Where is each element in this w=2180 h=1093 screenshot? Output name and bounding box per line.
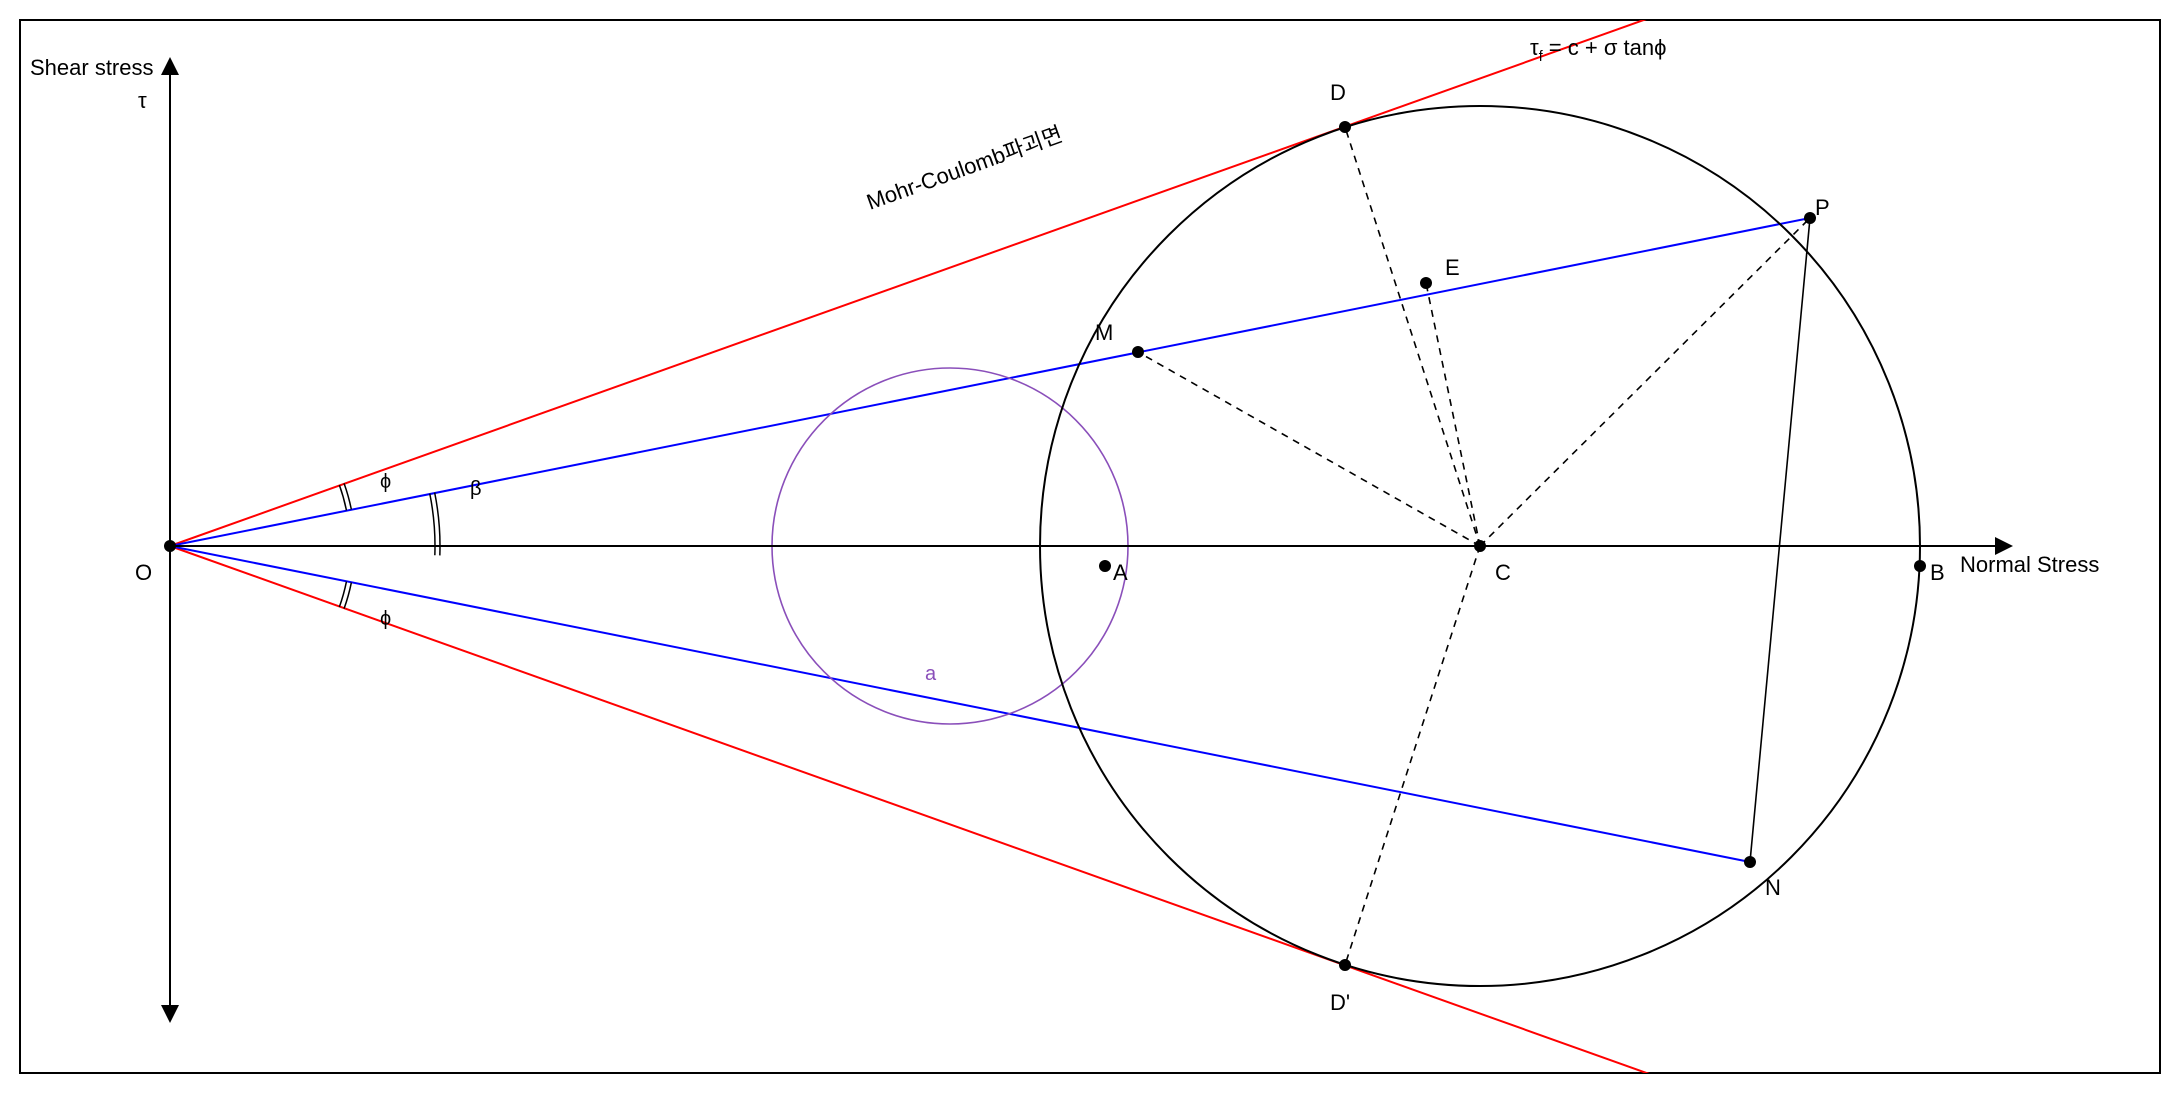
y-axis-symbol-label: τ: [138, 88, 147, 113]
point-M: [1132, 346, 1144, 358]
point-D: [1339, 121, 1351, 133]
point-label-N: N: [1765, 875, 1781, 900]
construction-line-C-M: [1138, 352, 1480, 546]
point-E: [1420, 277, 1432, 289]
construction-line-C-E: [1426, 283, 1480, 546]
x-axis-title-label: Normal Stress: [1960, 552, 2099, 577]
point-label-C: C: [1495, 560, 1511, 585]
diagram-canvas: Shear stress τ Normal Stress τf = c + σ tan…: [0, 0, 2180, 1093]
y-axis-title-label: Shear stress: [30, 55, 154, 80]
point-label-P: P: [1815, 195, 1830, 220]
point-label-B: B: [1930, 560, 1945, 585]
point-label-E: E: [1445, 255, 1460, 280]
point-label-M: M: [1095, 320, 1113, 345]
mohr-coulomb-diagram: Shear stress τ Normal Stress τf = c + σ tan…: [0, 0, 2180, 1093]
construction-line-C-Dp: [1345, 546, 1480, 965]
blue-line-lower: [170, 546, 1750, 862]
failure-envelope-lower: [170, 546, 2050, 1093]
point-label-D: D: [1330, 80, 1346, 105]
purple-a-label: a: [925, 663, 937, 685]
construction-line-C-D: [1345, 127, 1480, 546]
point-A: [1099, 560, 1111, 572]
angle-phi-upper-label: ϕ: [380, 471, 391, 493]
point-B: [1914, 560, 1926, 572]
point-label-O: O: [135, 560, 152, 585]
point-O: [164, 540, 176, 552]
envelope-name-label: Mohr-Coulomb파괴면: [863, 121, 1065, 214]
failure-envelope-upper: [170, 0, 2050, 546]
point-label-Dp: D': [1330, 990, 1350, 1015]
blue-line-upper: [170, 218, 1810, 546]
point-N: [1744, 856, 1756, 868]
construction-line-C-P: [1480, 218, 1810, 546]
point-C: [1474, 540, 1486, 552]
angle-phi-lower-label: ϕ: [380, 608, 391, 630]
point-Dp: [1339, 959, 1351, 971]
point-label-A: A: [1113, 560, 1128, 585]
failure-equation-label: τf = c + σ tanϕ: [1530, 35, 1666, 65]
chord-P-N: [1750, 218, 1810, 862]
angle-beta-label: β: [470, 478, 482, 500]
